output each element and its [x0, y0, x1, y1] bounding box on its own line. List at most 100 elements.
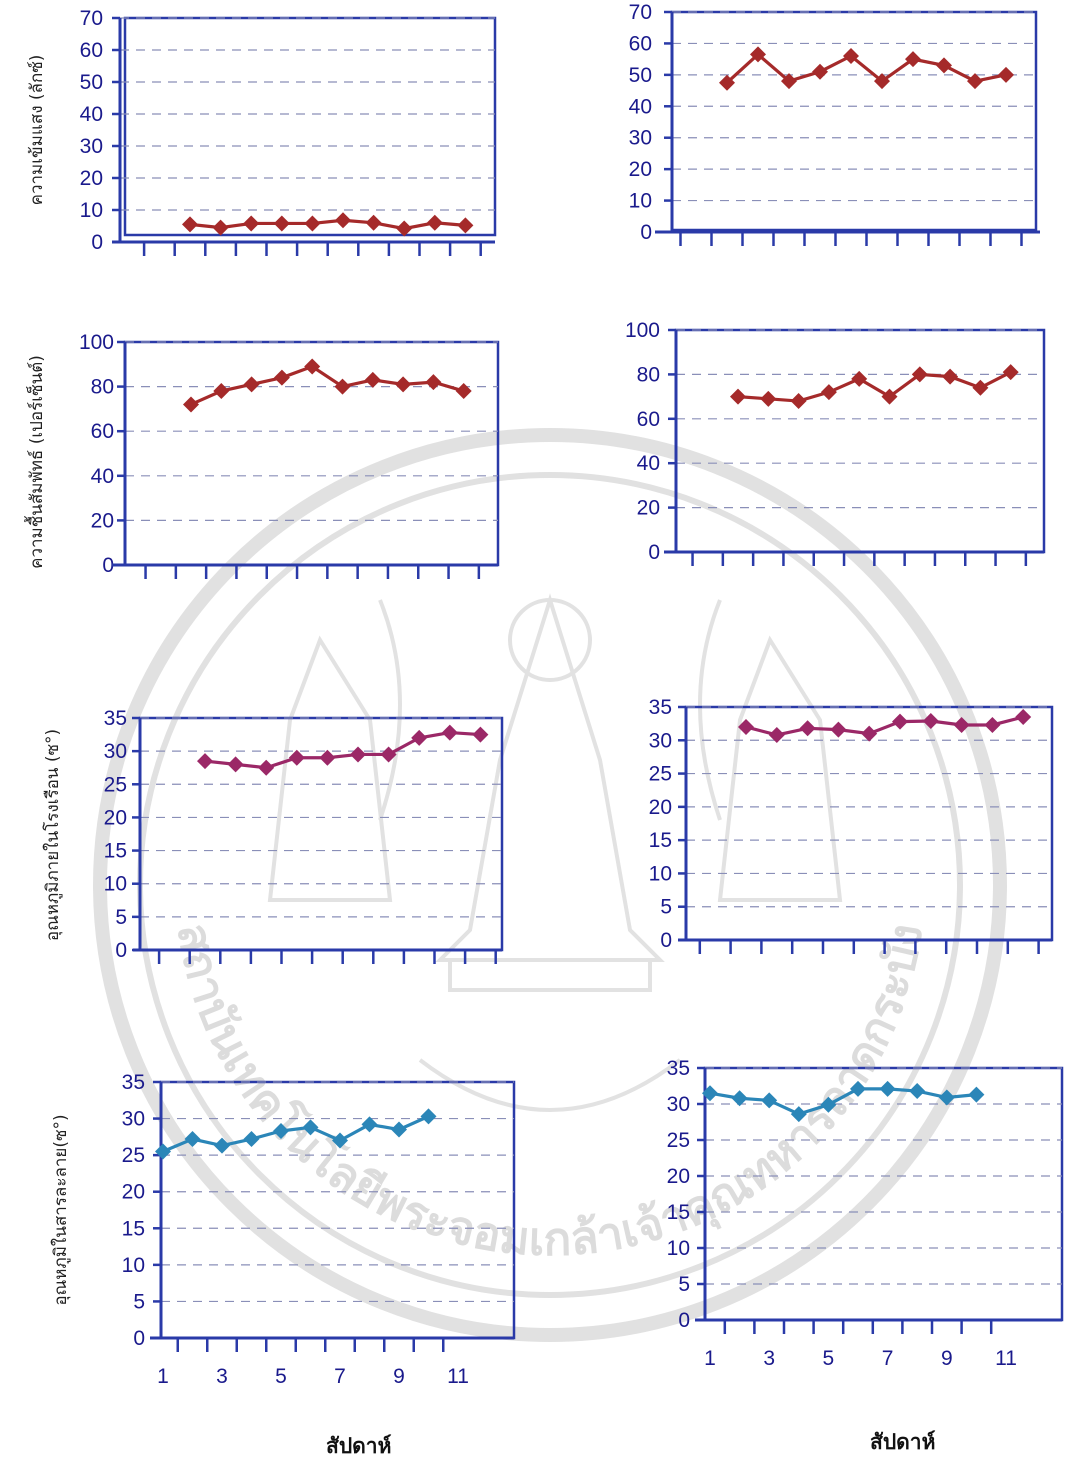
- data-point: [227, 756, 244, 773]
- y-tick-label: 5: [133, 1290, 145, 1313]
- series-line: [190, 364, 465, 406]
- y-tick-label: 25: [122, 1144, 145, 1167]
- data-point: [273, 369, 290, 386]
- data-point: [967, 73, 983, 90]
- data-point: [380, 746, 397, 763]
- y-tick-label: 60: [629, 32, 652, 55]
- data-point: [455, 383, 472, 400]
- data-point: [273, 1123, 289, 1140]
- data-point: [472, 726, 489, 743]
- y-tick-label: 10: [122, 1254, 145, 1277]
- data-point: [719, 74, 735, 91]
- data-point: [411, 729, 428, 746]
- data-point: [851, 370, 868, 387]
- data-point: [909, 1083, 926, 1100]
- y-tick-label: 40: [637, 452, 660, 475]
- data-point: [304, 358, 321, 375]
- data-point: [812, 63, 828, 80]
- data-point: [761, 1092, 778, 1109]
- x-tick-label: 3: [763, 1347, 775, 1370]
- series-line: [162, 1114, 430, 1153]
- data-point: [936, 57, 952, 74]
- y-tick-label: 5: [678, 1273, 690, 1296]
- data-point: [799, 720, 816, 737]
- y-tick-label: 35: [104, 707, 127, 730]
- x-axis-title-left: สัปดาห์: [326, 1434, 392, 1458]
- series-line: [189, 218, 466, 231]
- y-tick-label: 35: [122, 1071, 145, 1094]
- x-tick-label: 11: [447, 1365, 469, 1388]
- data-point: [892, 713, 908, 730]
- y-tick-label: 25: [104, 773, 127, 796]
- data-point: [938, 1089, 955, 1106]
- data-point: [350, 746, 366, 763]
- data-point: [760, 390, 777, 407]
- data-point: [738, 718, 754, 735]
- y-axis-title-light: ความเข้มแสง (ลักซ์): [27, 55, 47, 206]
- y-tick-label: 100: [625, 319, 660, 342]
- data-point: [874, 73, 890, 90]
- y-tick-label: 20: [104, 806, 127, 829]
- data-point: [731, 1090, 748, 1107]
- y-tick-label: 60: [80, 39, 103, 62]
- y-tick-label: 60: [637, 408, 660, 431]
- data-point: [790, 393, 807, 410]
- data-point: [273, 215, 290, 232]
- y-tick-label: 30: [104, 740, 127, 763]
- data-point: [364, 371, 381, 388]
- y-tick-label: 10: [80, 199, 103, 222]
- y-tick-label: 20: [122, 1181, 145, 1204]
- x-tick-label: 3: [216, 1365, 228, 1388]
- data-point: [212, 219, 229, 236]
- y-tick-label: 5: [115, 906, 127, 929]
- y-tick-label: 25: [667, 1129, 690, 1152]
- x-tick-label: 9: [393, 1365, 405, 1388]
- y-tick-label: 20: [637, 497, 660, 520]
- data-point: [820, 1096, 837, 1113]
- y-tick-label: 20: [80, 167, 103, 190]
- data-point: [184, 1131, 201, 1148]
- data-point: [881, 388, 898, 405]
- data-point: [426, 214, 443, 231]
- y-tick-label: 30: [629, 127, 652, 150]
- y-tick-label: 80: [91, 376, 114, 399]
- data-point: [258, 759, 275, 776]
- data-point: [243, 215, 260, 232]
- y-tick-label: 35: [667, 1057, 690, 1080]
- y-tick-label: 15: [122, 1217, 145, 1240]
- y-tick-label: 10: [667, 1237, 690, 1260]
- y-tick-label: 0: [678, 1309, 690, 1332]
- data-point: [243, 376, 260, 393]
- y-tick-label: 70: [80, 7, 103, 30]
- y-axis-title-humidity: ความชื้นสัมพัทธ์ (เปอร์เซ็นต์): [24, 355, 47, 569]
- data-point: [334, 378, 351, 395]
- y-tick-label: 20: [91, 509, 114, 532]
- y-tick-label: 0: [660, 929, 672, 952]
- x-tick-label: 1: [157, 1365, 169, 1388]
- y-tick-label: 80: [637, 363, 660, 386]
- data-point: [391, 1121, 407, 1138]
- data-point: [820, 384, 837, 401]
- y-tick-label: 0: [133, 1327, 145, 1350]
- data-point: [972, 379, 989, 396]
- y-tick-label: 10: [649, 862, 672, 885]
- data-point: [942, 368, 959, 385]
- data-point: [905, 51, 921, 68]
- y-tick-label: 70: [629, 1, 652, 24]
- series-line: [725, 52, 1007, 84]
- data-point: [332, 1132, 348, 1149]
- data-point: [830, 721, 847, 738]
- data-point: [365, 214, 382, 231]
- y-tick-label: 15: [649, 829, 672, 852]
- x-tick-label: 5: [275, 1365, 287, 1388]
- data-point: [304, 215, 321, 232]
- plot-frame: [123, 16, 497, 237]
- y-axis-title-greenhouse-temp: อุณหภูมิภายในโรงเรือน (ซ°): [42, 729, 63, 941]
- y-tick-label: 100: [79, 331, 114, 354]
- data-point: [420, 1108, 437, 1125]
